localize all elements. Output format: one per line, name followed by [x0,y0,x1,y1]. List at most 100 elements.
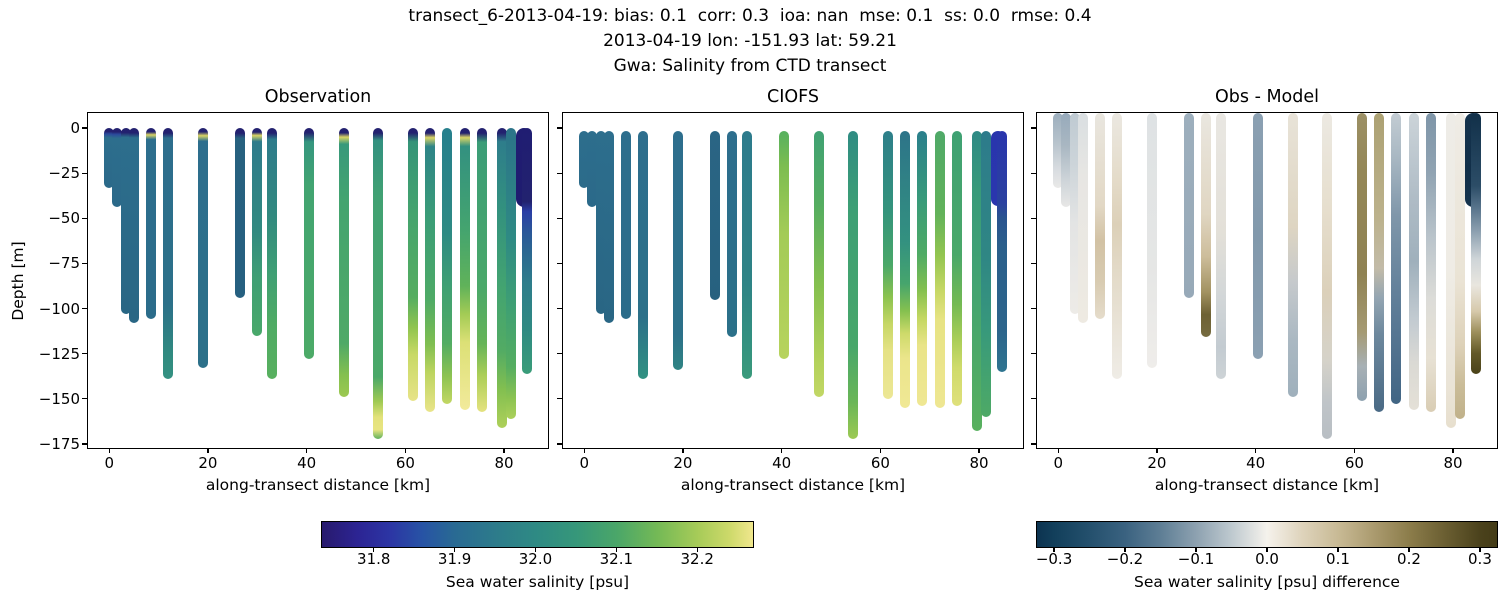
profile-column [813,130,824,398]
colorbar-tick [1195,547,1197,552]
y-tick [82,443,87,445]
profile-column [1425,113,1436,412]
profile-column [1470,113,1481,374]
x-axis-label-obs-model: along-transect distance [km] [1154,476,1380,494]
profile-column [742,130,753,379]
profile-column [496,127,507,428]
profile-column [1445,113,1456,428]
x-tick-label: 0 [104,454,114,472]
colorbar-tick-label: −0.1 [1177,550,1215,568]
y-tick [557,353,562,355]
colorbar-tick [373,547,375,552]
profile-column [727,130,738,338]
profile-column [235,127,246,298]
colorbar-tick [1266,547,1268,552]
difference-colorbar [1036,521,1498,548]
profile-column [673,130,683,370]
profile-column [442,127,453,405]
x-tick-label: 40 [1246,454,1266,472]
x-tick-label: 0 [579,454,589,472]
y-tick [557,262,562,265]
y-tick-label: −100 [38,299,80,318]
x-tick-label: 80 [1443,454,1463,472]
profile-column [121,127,132,314]
x-tick [1452,448,1454,453]
y-tick [1031,443,1036,445]
profile-column [882,130,893,399]
x-tick [503,448,505,453]
colorbar-tick-label: 31.8 [357,550,391,568]
x-tick [781,448,783,453]
profile-column [1374,113,1385,412]
colorbar-tick-label: 32.2 [680,550,714,568]
colorbar-tick-label: 32.0 [518,550,553,568]
profile-column [1184,113,1195,298]
x-tick-label: 40 [297,454,317,472]
profile-column [1070,113,1081,314]
x-tick-label: 60 [1344,454,1364,472]
profile-column [971,130,982,432]
y-tick-label: −150 [38,389,80,408]
y-tick [1031,307,1036,310]
profile-column [1147,113,1157,369]
colorbar-tick-label: 32.1 [599,550,634,568]
profile-column [1253,113,1264,360]
profile-column [917,130,928,407]
colorbar-tick [454,547,456,552]
y-tick [557,172,562,174]
profile-column [710,130,721,300]
profile-column [506,127,517,419]
x-tick-label: 20 [673,454,693,472]
y-tick [82,127,87,129]
profile-column [1455,113,1466,419]
profile-column [1112,113,1123,379]
profile-column [981,130,992,417]
colorbar-tick [1337,547,1339,552]
colorbar-tick [615,547,617,552]
y-tick [82,353,87,355]
profile-column [848,130,859,439]
x-tick [1353,448,1355,453]
y-tick [557,307,562,310]
profile-column [407,127,418,401]
profile-column [1391,113,1402,405]
y-tick [1031,262,1036,265]
y-tick-label: −125 [38,344,80,363]
profile-column [1201,113,1212,338]
profile-column [1095,113,1106,320]
profile-column [1322,113,1333,439]
axes-ciofs [562,112,1024,449]
x-tick-label: 60 [870,454,890,472]
profile-column [934,130,945,408]
y-tick [1031,172,1036,174]
x-tick [879,448,881,453]
figure-title-date-location: 2013-04-19 lon: -151.93 lat: 59.21 [603,31,897,51]
profile-column [163,127,174,379]
profile-column [252,127,263,336]
colorbar-tick [1124,547,1126,552]
colorbar-tick-label: −0.3 [1035,550,1073,568]
y-tick [82,398,87,400]
colorbar-tick [1408,547,1410,552]
colorbar-tick [1053,547,1055,552]
colorbar-label-salinity: Sea water salinity [psu] [445,573,630,591]
profile-column [459,127,470,410]
figure-title-metrics: transect_6-2013-04-19: bias: 0.1 corr: 0… [408,6,1092,26]
panel-title-ciofs: CIOFS [766,87,820,107]
profile-column [476,127,487,412]
x-tick-label: 0 [1053,454,1063,472]
x-tick-label: 80 [494,454,514,472]
x-tick [978,448,980,453]
colorbar-tick-label: 0.2 [1397,550,1421,568]
colorbar-tick-label: −0.2 [1106,550,1144,568]
y-tick-label: −25 [48,164,80,183]
colorbar-tick-label: 0.3 [1468,550,1492,568]
profile-column [996,130,1007,372]
colorbar-tick [696,547,698,552]
x-tick [583,448,585,453]
profile-column [779,130,790,360]
y-tick [557,217,562,219]
y-tick [1031,217,1036,219]
profile-column [128,127,139,324]
x-tick [404,448,406,453]
